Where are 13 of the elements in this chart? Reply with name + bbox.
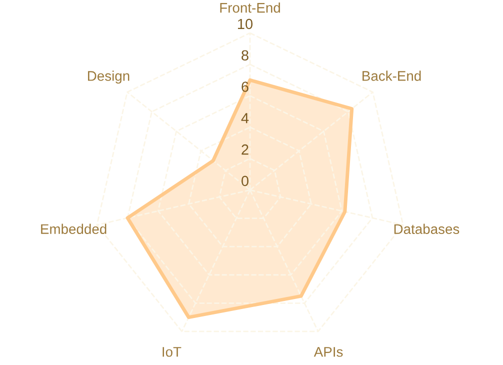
- spoke-label: Back-End: [362, 70, 421, 81]
- spoke-label: Embedded: [41, 224, 106, 234]
- y-tick-label: 0: [242, 176, 248, 186]
- y-tick-label: 6: [242, 82, 248, 92]
- y-tick-label: 4: [241, 113, 249, 124]
- spoke-label: IoT: [162, 347, 182, 357]
- y-tick-label: 10: [238, 18, 253, 30]
- spoke-label: Design: [88, 70, 130, 84]
- y-tick-label: 8: [242, 50, 248, 61]
- y-tick-label: 2: [242, 144, 248, 155]
- spoke-label: Databases: [394, 224, 460, 234]
- spoke-label: APIs: [314, 347, 343, 357]
- spoke-label: Front-End: [220, 2, 280, 13]
